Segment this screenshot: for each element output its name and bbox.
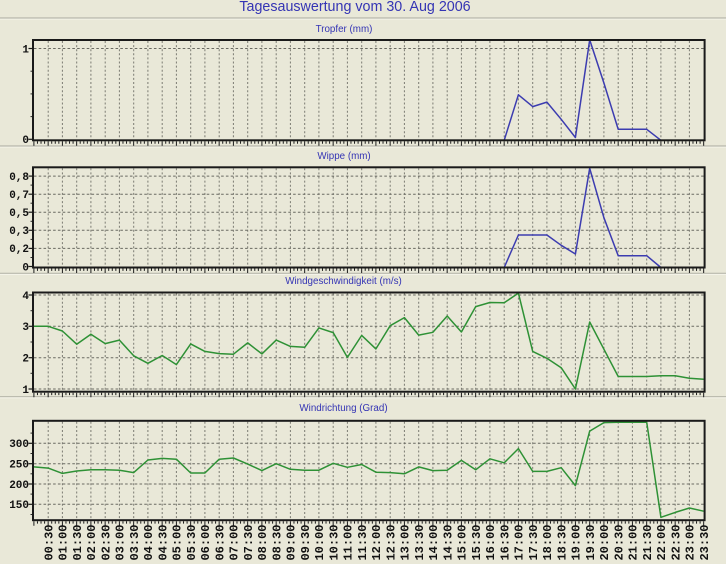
svg-text:23:30: 23:30 [698, 525, 712, 561]
svg-text:08:00: 08:00 [256, 525, 270, 561]
svg-text:02:00: 02:00 [85, 525, 99, 561]
svg-text:0,8: 0,8 [9, 172, 29, 184]
svg-text:22:30: 22:30 [669, 525, 683, 561]
svg-text:15:00: 15:00 [456, 525, 470, 561]
svg-text:0,3: 0,3 [9, 226, 29, 238]
svg-text:10:00: 10:00 [313, 525, 327, 561]
svg-text:0,7: 0,7 [9, 190, 29, 202]
svg-text:04:30: 04:30 [156, 525, 170, 561]
svg-text:13:30: 13:30 [413, 525, 427, 561]
svg-text:14:30: 14:30 [441, 525, 455, 561]
svg-text:12:30: 12:30 [384, 525, 398, 561]
svg-text:23:00: 23:00 [684, 525, 698, 561]
svg-text:07:30: 07:30 [242, 525, 256, 561]
svg-text:17:30: 17:30 [527, 525, 541, 561]
svg-text:19:30: 19:30 [584, 525, 598, 561]
svg-text:06:30: 06:30 [213, 525, 227, 561]
svg-text:09:00: 09:00 [285, 525, 299, 561]
svg-text:2: 2 [22, 354, 29, 366]
svg-text:0: 0 [22, 135, 29, 147]
svg-text:150: 150 [9, 500, 29, 512]
svg-text:3: 3 [22, 322, 29, 334]
svg-text:00:30: 00:30 [42, 525, 56, 561]
svg-text:300: 300 [9, 439, 29, 451]
svg-text:20:00: 20:00 [598, 525, 612, 561]
svg-text:16:30: 16:30 [498, 525, 512, 561]
svg-text:15:30: 15:30 [470, 525, 484, 561]
svg-text:22:00: 22:00 [655, 525, 669, 561]
svg-text:21:00: 21:00 [627, 525, 641, 561]
svg-text:03:00: 03:00 [114, 525, 128, 561]
svg-text:13:00: 13:00 [399, 525, 413, 561]
svg-text:21:30: 21:30 [641, 525, 655, 561]
svg-text:0,2: 0,2 [9, 244, 29, 256]
svg-text:01:00: 01:00 [57, 525, 71, 561]
svg-text:09:30: 09:30 [299, 525, 313, 561]
svg-text:0,5: 0,5 [9, 208, 29, 220]
svg-text:05:30: 05:30 [185, 525, 199, 561]
svg-text:14:00: 14:00 [427, 525, 441, 561]
svg-text:03:30: 03:30 [128, 525, 142, 561]
svg-text:01:30: 01:30 [71, 525, 85, 561]
svg-text:0: 0 [22, 262, 29, 274]
svg-text:17:00: 17:00 [513, 525, 527, 561]
svg-text:07:00: 07:00 [228, 525, 242, 561]
svg-text:19:00: 19:00 [570, 525, 584, 561]
svg-text:250: 250 [9, 460, 29, 472]
svg-text:11:30: 11:30 [356, 525, 370, 561]
svg-text:10:30: 10:30 [327, 525, 341, 561]
svg-text:04:00: 04:00 [142, 525, 156, 561]
svg-text:12:00: 12:00 [370, 525, 384, 561]
svg-text:08:30: 08:30 [270, 525, 284, 561]
svg-text:16:00: 16:00 [484, 525, 498, 561]
svg-text:1: 1 [22, 44, 29, 56]
svg-text:02:30: 02:30 [99, 525, 113, 561]
svg-text:18:30: 18:30 [555, 525, 569, 561]
svg-text:4: 4 [22, 291, 29, 303]
svg-text:20:30: 20:30 [612, 525, 626, 561]
svg-text:11:00: 11:00 [342, 525, 356, 561]
svg-text:200: 200 [9, 480, 29, 492]
svg-text:06:00: 06:00 [199, 525, 213, 561]
svg-text:1: 1 [22, 385, 29, 397]
svg-text:18:00: 18:00 [541, 525, 555, 561]
svg-text:05:00: 05:00 [171, 525, 185, 561]
